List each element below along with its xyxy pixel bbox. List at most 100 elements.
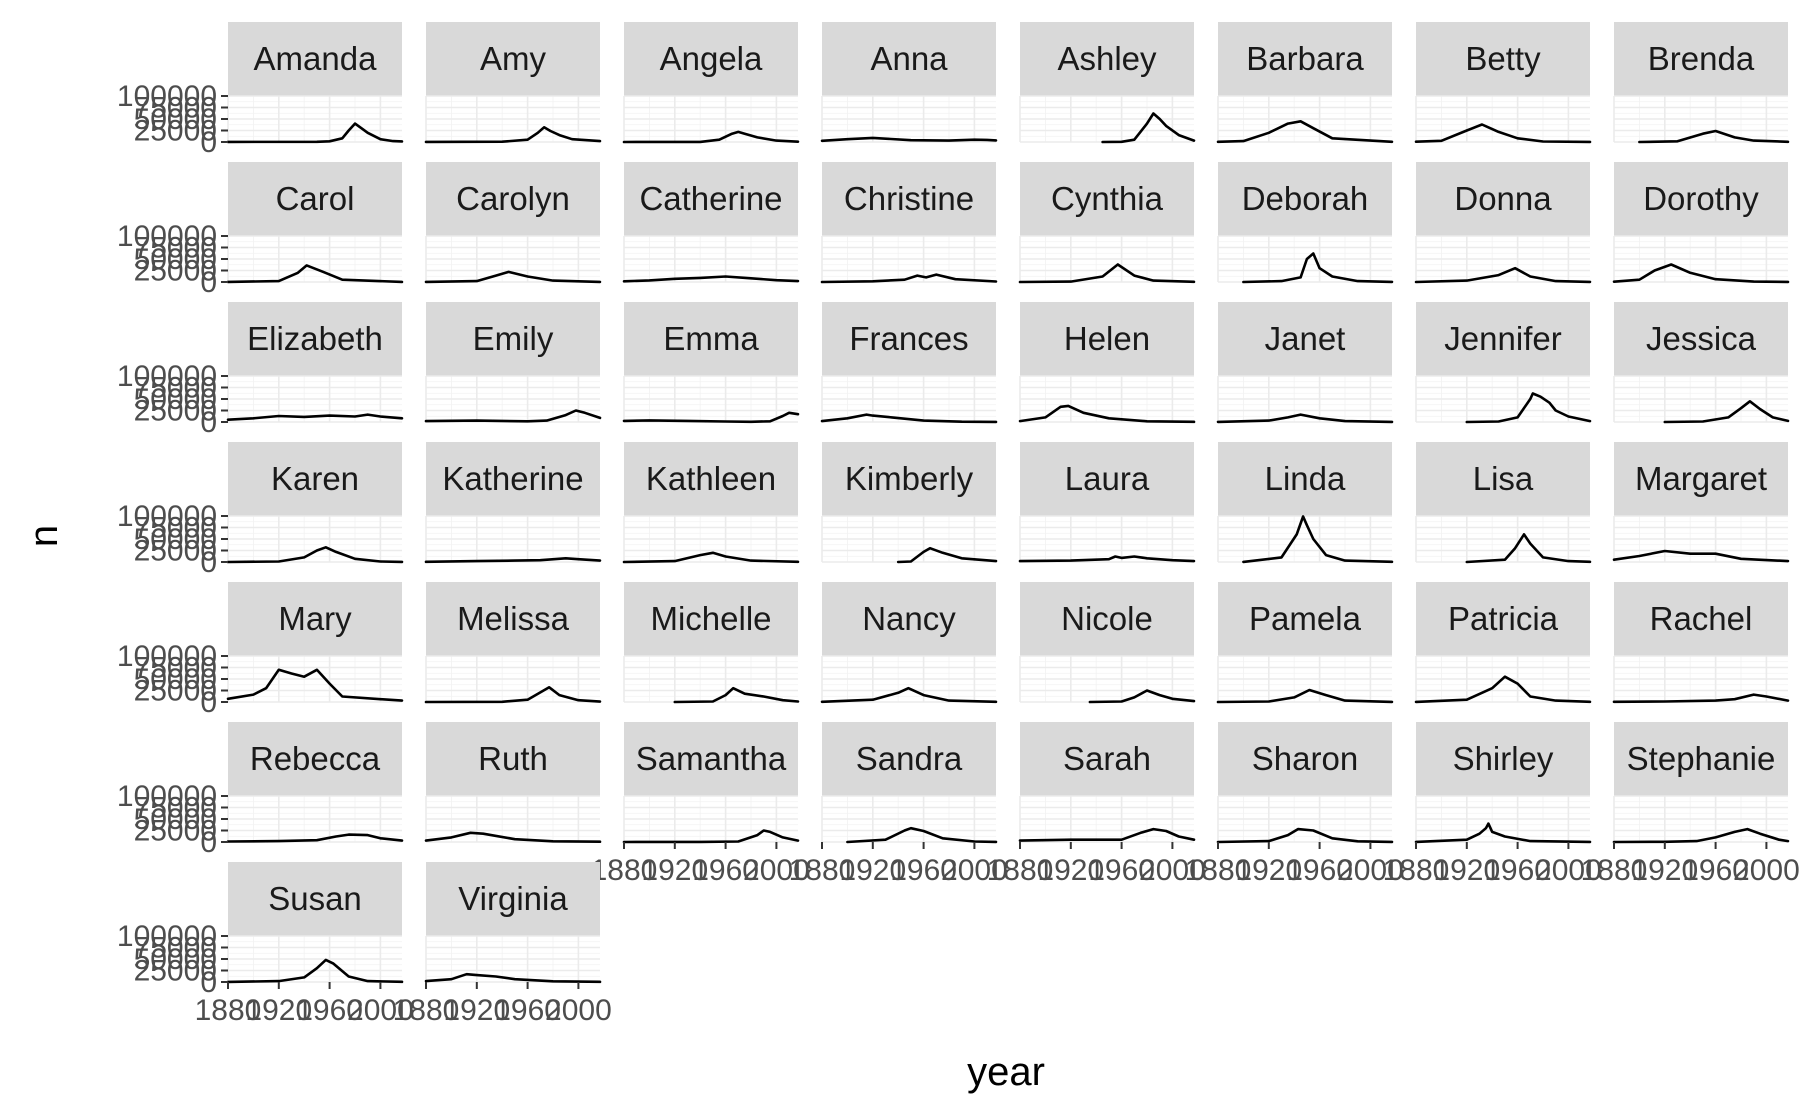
series-line-amanda [226,122,404,144]
y-axis-title: n [22,525,66,547]
series-line-carol [226,264,404,284]
y-tick-label: 0 [200,406,217,439]
y-tick-label: 0 [200,826,217,859]
facet-strip-label: Emma [663,320,759,357]
facet-strip [426,302,600,376]
y-tick-label: 25000 [134,395,217,428]
facet-panel-christine: Christine [820,162,998,284]
series-line-nicole [1088,689,1196,704]
y-tick-label: 75000 [134,932,217,965]
series-line-helen [1018,404,1196,424]
series-line-jessica [1663,399,1790,424]
facet-strip-label: Linda [1265,460,1346,497]
facet-strip [1416,162,1590,236]
facet-strip [1218,22,1392,96]
y-tick-label: 25000 [134,535,217,568]
facet-strip-label: Karen [271,460,359,497]
facet-strip-label: Ashley [1057,40,1157,77]
series-line-dorothy [1612,263,1790,284]
x-tick-label: 1920 [1037,854,1104,887]
y-tick-label: 25000 [134,255,217,288]
facet-strip [1416,442,1590,516]
facet-strip [426,442,600,516]
facet-strip-label: Michelle [650,600,771,637]
x-tick-label: 1960 [692,854,759,887]
series-line-donna [1414,266,1592,284]
facet-strip-label: Frances [849,320,968,357]
facet-panel-nancy: Nancy [820,582,998,704]
facet-strip-label: Amy [480,40,547,77]
facet-strip-label: Betty [1465,40,1541,77]
facet-panel-michelle: Michelle [623,582,800,704]
y-tick-label: 75000 [134,512,217,545]
facet-strip [1218,442,1392,516]
facet-strip-label: Brenda [1648,40,1755,77]
series-line-pamela [1216,688,1394,704]
facet-strip [1614,22,1788,96]
series-line-ruth [424,831,602,844]
x-tick-label: 1920 [245,994,312,1027]
y-tick-label: 100000 [117,220,217,253]
series-line-samantha [622,829,800,844]
x-tick-label: 1960 [494,994,561,1027]
facet-strip-label: Virginia [458,880,568,917]
facet-strip [822,722,996,796]
facet-panel-jessica: Jessica [1613,302,1790,424]
y-tick-label: 25000 [134,955,217,988]
facet-panel-pamela: Pamela [1216,582,1394,704]
facet-strip [822,162,996,236]
facet-strip-label: Donna [1454,180,1552,217]
facet-strip-label: Rebecca [250,740,381,777]
facet-strip-label: Nancy [862,600,956,637]
x-tick-label: 1920 [1433,854,1500,887]
facet-strip-label: Elizabeth [247,320,383,357]
facet-strip [426,162,600,236]
facet-strip-label: Carol [276,180,355,217]
facet-strip-label: Carolyn [456,180,570,217]
facet-panel-patricia: Patricia [1414,582,1592,704]
series-line-anna [820,136,998,143]
facet-strip [1416,22,1590,96]
facet-panel-helen: Helen [1018,302,1196,424]
facet-strip [1020,442,1194,516]
x-tick-label: 1960 [1286,854,1353,887]
series-line-lisa [1465,533,1592,564]
facet-strip-label: Sharon [1252,740,1358,777]
facet-strip [1416,722,1590,796]
x-tick-label: 1960 [296,994,363,1027]
facet-strip-label: Deborah [1242,180,1369,217]
facet-strip [228,162,402,236]
facet-strip [1020,162,1194,236]
x-tick-label: 1960 [1682,854,1749,887]
series-line-janet [1216,413,1394,424]
x-tick-label: 1880 [393,994,460,1027]
y-tick-label: 100000 [117,920,217,953]
facet-strip [228,722,402,796]
y-tick-label: 0 [200,266,217,299]
x-tick-label: 1960 [890,854,957,887]
series-line-mary [226,668,404,702]
x-tick-label: 2000 [743,854,810,887]
facet-strip-label: Dorothy [1643,180,1759,217]
x-tick-label: 2000 [1535,854,1602,887]
facet-strip [1416,582,1590,656]
y-tick-label: 75000 [134,792,217,825]
facet-strip [624,162,798,236]
facet-strip [822,442,996,516]
facet-strip-label: Helen [1064,320,1150,357]
facet-strip [822,22,996,96]
facet-panel-donna: Donna [1414,162,1592,284]
facet-panel-catherine: Catherine [622,162,800,283]
series-line-michelle [673,686,800,704]
x-tick-label: 1960 [1484,854,1551,887]
series-line-karen [226,545,404,564]
facet-panel-margaret: Margaret [1612,442,1790,563]
y-tick-label: 100000 [117,640,217,673]
facet-panel-dorothy: Dorothy [1612,162,1790,284]
facet-strip-label: Amanda [254,40,378,77]
facet-strip [624,442,798,516]
facet-strip-label: Shirley [1453,740,1554,777]
